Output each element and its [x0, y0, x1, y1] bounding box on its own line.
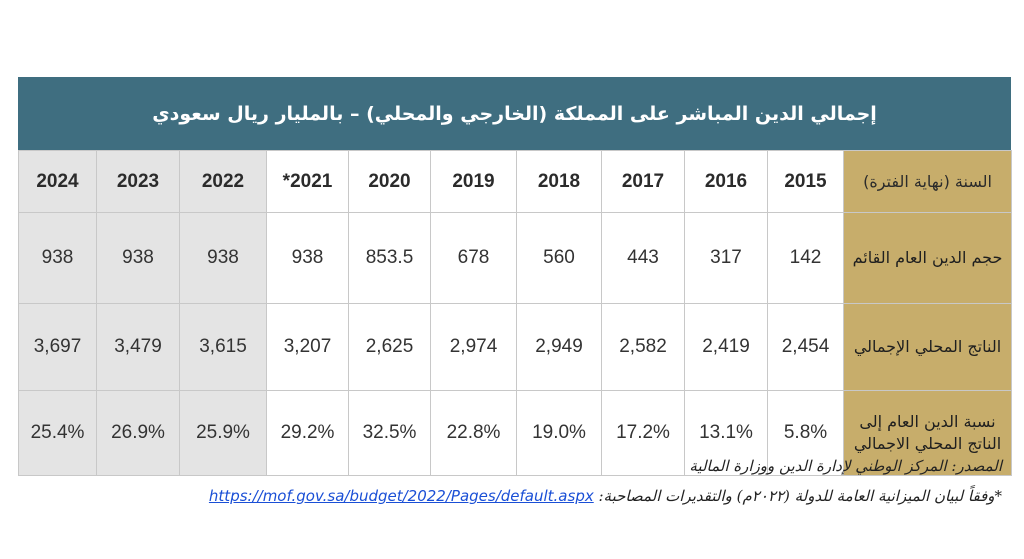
debt-table-container: إجمالي الدين المباشر على المملكة (الخارج… — [18, 77, 1012, 476]
row-label: نسبة الدين العام إلى الناتج المحلي الاجم… — [843, 390, 1012, 476]
table-cell: 2,949 — [516, 303, 602, 391]
table-cell: 853.5 — [348, 212, 431, 304]
year-cell: 2022 — [179, 150, 267, 213]
table-cell: 938 — [266, 212, 349, 304]
table-cell: 142 — [767, 212, 844, 304]
year-cell: 2017 — [601, 150, 685, 213]
row-label: حجم الدين العام القائم — [843, 212, 1012, 304]
table-cell: 25.4% — [18, 390, 97, 476]
year-cell: 2015 — [767, 150, 844, 213]
source-note: المصدر: المركز الوطني لإدارة الدين ووزار… — [689, 457, 1002, 475]
table-cell: 22.8% — [430, 390, 517, 476]
table-cell: 26.9% — [96, 390, 180, 476]
table-cell: 32.5% — [348, 390, 431, 476]
table-row-outstanding-debt: حجم الدين العام القائم 142 317 443 560 6… — [18, 212, 1012, 304]
table-cell: 3,615 — [179, 303, 267, 391]
table-cell: 2,625 — [348, 303, 431, 391]
year-cell: 2020 — [348, 150, 431, 213]
table-cell: 2,582 — [601, 303, 685, 391]
budget-link[interactable]: https://mof.gov.sa/budget/2022/Pages/def… — [208, 487, 594, 505]
row-label: الناتج المحلي الإجمالي — [843, 303, 1012, 391]
year-cell: 2023 — [96, 150, 180, 213]
year-header-label: السنة (نهاية الفترة) — [843, 150, 1012, 213]
table-cell: 25.9% — [179, 390, 267, 476]
table-cell: 2,454 — [767, 303, 844, 391]
year-cell: 2016 — [684, 150, 768, 213]
footnote-text: *وفقاً لبيان الميزانية العامة للدولة (٢٠… — [598, 487, 1003, 505]
table-row-debt-to-gdp: نسبة الدين العام إلى الناتج المحلي الاجم… — [18, 390, 1012, 476]
table-row-gdp: الناتج المحلي الإجمالي 2,454 2,419 2,582… — [18, 303, 1012, 391]
table-cell: 2,974 — [430, 303, 517, 391]
year-cell: 2024 — [18, 150, 97, 213]
table-cell: 938 — [96, 212, 180, 304]
year-cell: 2019 — [430, 150, 517, 213]
table-cell: 938 — [179, 212, 267, 304]
table-cell: 317 — [684, 212, 768, 304]
table-cell: 3,207 — [266, 303, 349, 391]
table-cell: 29.2% — [266, 390, 349, 476]
table-cell: 19.0% — [516, 390, 602, 476]
table-title: إجمالي الدين المباشر على المملكة (الخارج… — [18, 77, 1011, 150]
table-cell: 443 — [601, 212, 685, 304]
table-cell: 13.1% — [684, 390, 768, 476]
year-header-row: السنة (نهاية الفترة) 2015 2016 2017 2018… — [18, 150, 1012, 213]
footnote: *وفقاً لبيان الميزانية العامة للدولة (٢٠… — [209, 487, 1002, 505]
table-cell: 3,479 — [96, 303, 180, 391]
debt-table: السنة (نهاية الفترة) 2015 2016 2017 2018… — [18, 150, 1012, 476]
table-cell: 2,419 — [684, 303, 768, 391]
year-cell: 2018 — [516, 150, 602, 213]
table-cell: 3,697 — [18, 303, 97, 391]
table-cell: 5.8% — [767, 390, 844, 476]
table-cell: 938 — [18, 212, 97, 304]
table-cell: 17.2% — [601, 390, 685, 476]
table-cell: 678 — [430, 212, 517, 304]
table-cell: 560 — [516, 212, 602, 304]
year-cell: 2021* — [266, 150, 349, 213]
